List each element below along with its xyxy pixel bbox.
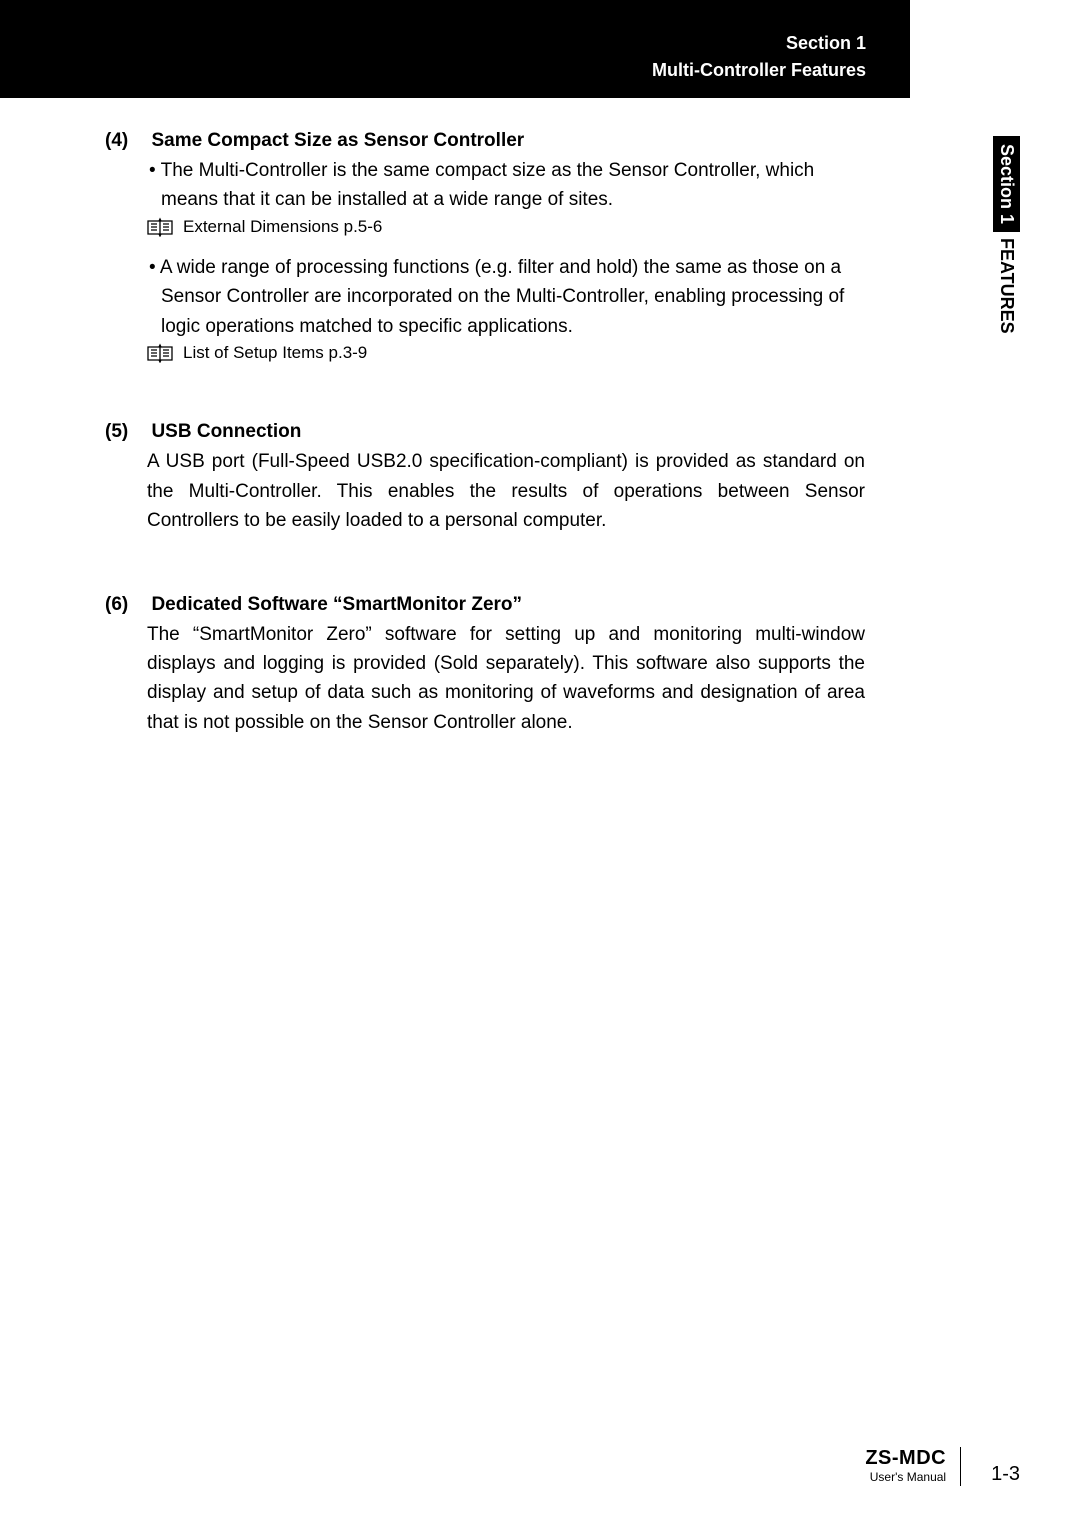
book-icon	[147, 343, 173, 363]
section-heading: (6) Dedicated Software “SmartMonitor Zer…	[105, 594, 865, 616]
section-title: USB Connection	[151, 421, 301, 442]
footer-page: 1-3	[991, 1463, 1020, 1486]
side-tab-boxed: Section 1	[993, 136, 1020, 232]
section-body-text: The “SmartMonitor Zero” software for set…	[147, 620, 865, 738]
section-body: A USB port (Full-Speed USB2.0 specificat…	[105, 447, 865, 535]
bullet-text-content: A wide range of processing functions (e.…	[160, 257, 844, 337]
footer-manual: User's Manual	[865, 1470, 946, 1484]
reference-text: External Dimensions p.5-6	[183, 217, 382, 237]
bullet-text-content: The Multi-Controller is the same compact…	[161, 160, 815, 210]
section-heading: (5) USB Connection	[105, 421, 865, 443]
header-bar: Section 1 Multi-Controller Features	[0, 0, 910, 98]
section-body: The “SmartMonitor Zero” software for set…	[105, 620, 865, 738]
header-section-label: Section 1	[652, 30, 866, 57]
section-title: Same Compact Size as Sensor Controller	[151, 130, 524, 151]
section-item: (5) USB Connection A USB port (Full-Spee…	[105, 421, 865, 535]
reference-line: List of Setup Items p.3-9	[105, 343, 865, 363]
reference-line: External Dimensions p.5-6	[105, 217, 865, 237]
section-num: (6)	[105, 594, 147, 616]
section-heading: (4) Same Compact Size as Sensor Controll…	[105, 130, 865, 152]
footer-brand-block: ZS-MDC User's Manual	[865, 1447, 961, 1486]
content: (4) Same Compact Size as Sensor Controll…	[105, 130, 865, 771]
section-num: (5)	[105, 421, 147, 443]
section-num: (4)	[105, 130, 147, 152]
header-section-title: Multi-Controller Features	[652, 57, 866, 84]
section-title: Dedicated Software “SmartMonitor Zero”	[151, 594, 522, 615]
header-text: Section 1 Multi-Controller Features	[652, 30, 866, 84]
section-body-text: A USB port (Full-Speed USB2.0 specificat…	[147, 447, 865, 535]
footer: ZS-MDC User's Manual 1-3	[865, 1447, 1020, 1486]
side-tab-label: FEATURES	[993, 232, 1020, 334]
bullet-text: • A wide range of processing functions (…	[149, 257, 844, 337]
section-item: (6) Dedicated Software “SmartMonitor Zer…	[105, 594, 865, 738]
bullet: • A wide range of processing functions (…	[105, 253, 865, 341]
section-item: (4) Same Compact Size as Sensor Controll…	[105, 130, 865, 363]
book-icon	[147, 217, 173, 237]
side-tab: Section 1FEATURES	[993, 136, 1020, 334]
footer-brand: ZS-MDC	[865, 1447, 946, 1470]
bullet: • The Multi-Controller is the same compa…	[105, 156, 865, 215]
reference-text: List of Setup Items p.3-9	[183, 343, 367, 363]
bullet-text: • The Multi-Controller is the same compa…	[149, 160, 814, 210]
